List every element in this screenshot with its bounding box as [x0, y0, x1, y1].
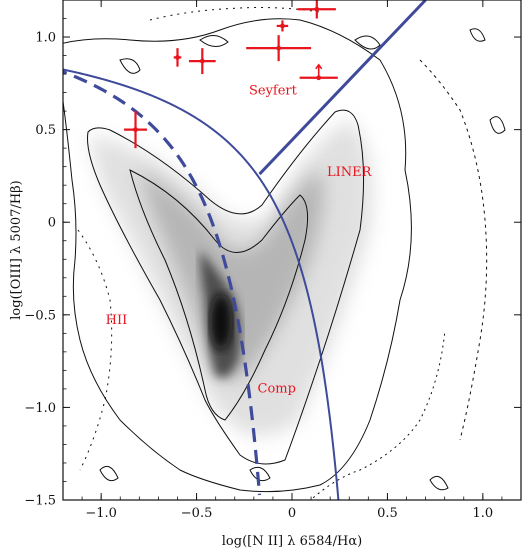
data-point [173, 48, 182, 67]
x-tick-label: −1.0 [85, 506, 117, 521]
y-tick-label: −1.0 [24, 401, 56, 416]
point-marker [133, 127, 138, 133]
x-tick-label: 1.0 [472, 506, 493, 521]
y-tick-label: 0 [48, 216, 56, 231]
x-tick-label: 0.5 [377, 506, 398, 521]
x-axis-label: log([N II] λ 6584/Hα) [222, 534, 362, 549]
region-label-comp: Comp [258, 382, 296, 397]
region-labels: Seyfert LINER HII Comp [106, 83, 373, 396]
data-point [297, 0, 336, 19]
y-axis: 1.0 0.5 0 −0.5 −1.0 −1.5 [24, 18, 521, 509]
data-point [124, 111, 147, 149]
point-marker [276, 45, 282, 51]
data-point [276, 20, 289, 32]
point-marker [316, 75, 322, 81]
data-point [246, 35, 312, 62]
data-point [299, 63, 338, 81]
y-tick-label: 1.0 [35, 31, 56, 46]
contours [63, 7, 506, 500]
kewley-curve [63, 68, 340, 500]
point-marker [199, 58, 205, 64]
region-label-liner: LINER [327, 165, 373, 180]
y-axis-label: log([OIII] λ 5007/Hβ) [9, 180, 24, 319]
upper-limit-arrow [315, 63, 323, 70]
data-point [188, 48, 216, 75]
x-tick-label: −0.5 [181, 506, 213, 521]
region-label-hii: HII [106, 313, 128, 328]
y-tick-label: 0.5 [35, 123, 56, 138]
point-marker [314, 6, 320, 12]
x-axis: −1.0 −0.5 0 0.5 1.0 [81, 0, 503, 521]
point-marker [280, 23, 285, 29]
red-points [124, 0, 338, 149]
y-tick-label: −0.5 [24, 308, 56, 323]
kauffmann-curve [63, 70, 262, 496]
density-map [90, 120, 373, 436]
region-label-seyfert: Seyfert [249, 83, 298, 98]
seyfert-liner-line [258, 0, 427, 176]
x-tick-label: 0 [288, 506, 296, 521]
point-marker [175, 55, 180, 60]
y-tick-label: −1.5 [24, 494, 56, 509]
demarcation-lines [63, 0, 427, 500]
